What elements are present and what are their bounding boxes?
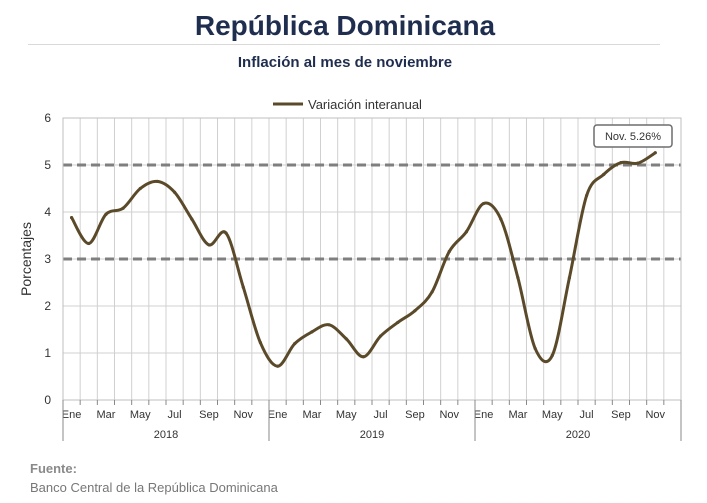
data-point (155, 179, 160, 184)
x-tick-label: Jul (168, 409, 182, 421)
data-point (481, 201, 486, 206)
year-label: 2020 (566, 429, 590, 441)
data-point (327, 323, 331, 327)
data-point (636, 161, 640, 165)
data-point (602, 172, 606, 176)
annotation-box (593, 124, 673, 148)
x-tick-label: Sep (199, 409, 219, 421)
data-point (653, 151, 657, 155)
data-point (584, 193, 589, 198)
chart-subtitle: Inflación al mes de noviembre (237, 54, 453, 71)
data-point (121, 206, 125, 210)
annotation-label: Nov. 5.26% (605, 131, 661, 143)
y-tick-label: 4 (44, 205, 51, 219)
x-tick-label: Jul (580, 409, 594, 421)
data-point (430, 290, 434, 294)
x-tick-label: Ene (474, 409, 494, 421)
data-point (293, 342, 297, 346)
x-tick-label: Nov (233, 409, 253, 421)
x-tick-label: Mar (96, 409, 115, 421)
title-divider (28, 44, 660, 45)
data-point (550, 353, 554, 357)
data-point (464, 230, 469, 234)
y-tick-label: 6 (44, 111, 51, 125)
data-point (447, 249, 451, 254)
data-point (413, 309, 417, 313)
x-tick-label: May (336, 409, 357, 421)
x-tick-label: Nov (645, 409, 665, 421)
y-tick-label: 2 (44, 299, 51, 313)
data-point (567, 276, 572, 280)
source-label: Fuente: (30, 461, 77, 476)
data-point (190, 217, 194, 221)
x-tick-label: Mar (302, 409, 321, 421)
data-point (138, 186, 142, 191)
data-point (619, 161, 623, 165)
year-label: 2019 (360, 429, 384, 441)
page-title: República Dominicana (194, 10, 496, 41)
source-text: Banco Central de la República Dominicana (30, 480, 278, 495)
x-tick-label: Jul (374, 409, 388, 421)
data-point (87, 241, 91, 246)
x-tick-label: May (542, 409, 563, 421)
y-axis-label: Porcentajes (18, 222, 34, 296)
data-point (516, 276, 520, 280)
data-point (533, 346, 537, 350)
x-tick-label: Mar (508, 409, 527, 421)
data-point (172, 190, 177, 194)
data-point (378, 334, 383, 338)
x-tick-label: Ene (62, 409, 82, 421)
y-tick-label: 5 (44, 158, 51, 172)
data-point (310, 330, 314, 334)
data-point (224, 231, 228, 235)
data-point (396, 320, 400, 325)
data-point (361, 355, 366, 359)
x-tick-label: May (130, 409, 151, 421)
x-tick-label: Nov (439, 409, 459, 421)
y-tick-label: 0 (44, 393, 51, 407)
data-point (241, 285, 245, 289)
data-point (275, 364, 280, 368)
data-point (69, 216, 74, 220)
y-tick-label: 1 (44, 346, 51, 360)
data-point (499, 217, 503, 221)
x-tick-label: Sep (405, 409, 425, 421)
series-line (70, 151, 657, 368)
year-label: 2018 (154, 429, 178, 441)
data-point (344, 337, 348, 341)
data-point (207, 243, 211, 247)
x-tick-label: Ene (268, 409, 288, 421)
data-point (104, 212, 108, 216)
y-tick-label: 3 (44, 252, 51, 266)
legend-label: Variación interanual (308, 97, 422, 112)
x-tick-label: Sep (611, 409, 631, 421)
data-point (258, 341, 263, 345)
